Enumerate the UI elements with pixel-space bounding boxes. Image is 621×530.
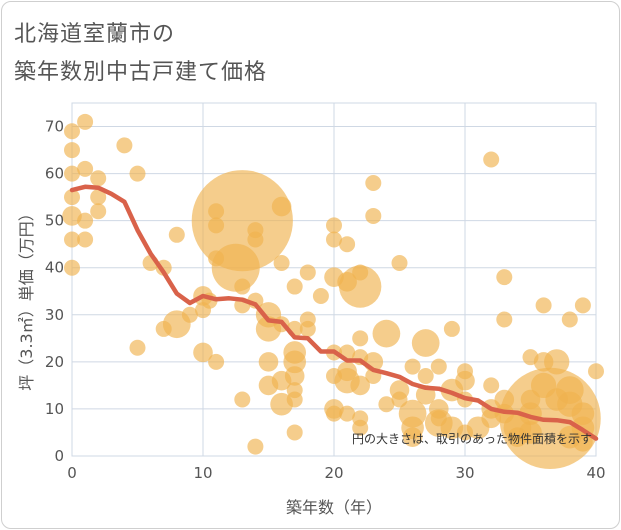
bubble-point (483, 377, 500, 394)
bubble-point (339, 405, 356, 422)
bubble-point (129, 339, 146, 356)
bubble-point (283, 350, 307, 374)
y-axis-label: 坪（3.3㎡）単価（万円） (17, 205, 36, 390)
trend-line (69, 184, 599, 441)
x-tick-label: 40 (586, 464, 605, 482)
bubble-point (208, 353, 225, 370)
bubble-point (312, 287, 329, 304)
bubble-point (64, 231, 80, 248)
bubble-point (64, 142, 80, 159)
bubble-point (326, 231, 342, 248)
bubble-point (411, 329, 440, 357)
bubble-point (299, 264, 316, 281)
bubble-point (372, 319, 401, 348)
bubble-point (339, 265, 382, 308)
bubble-point (496, 311, 513, 328)
bubble-point (64, 165, 80, 182)
y-tick-label: 0 (54, 447, 64, 465)
bubble-point (455, 370, 475, 391)
bubble-point (273, 255, 290, 272)
x-axis-label: 築年数（年） (286, 498, 382, 517)
size-note: 円の大きさは、取引のあった物件面積を示す (352, 431, 592, 446)
bubble-point (271, 196, 292, 217)
bubble-point (443, 320, 460, 337)
bubble-point (247, 438, 264, 455)
bubble-point (404, 358, 421, 375)
bubble-point (193, 342, 213, 363)
bubble-point (286, 278, 303, 295)
bubble-point (77, 160, 94, 177)
bubble-point (90, 170, 107, 187)
bubble-point (417, 367, 434, 384)
bubble-point (64, 123, 80, 140)
bubble-point (496, 269, 513, 286)
bubble-point (77, 113, 94, 130)
bubble-point (247, 231, 264, 248)
bubble-point (573, 432, 593, 452)
x-tick-label: 10 (193, 464, 212, 482)
bubble-point (234, 391, 251, 408)
bubble-point (391, 255, 408, 272)
bubble-point (352, 330, 369, 347)
bubble-point (181, 306, 198, 323)
y-tick-label: 20 (45, 353, 64, 371)
y-tick-label: 60 (45, 165, 64, 183)
y-tick-label: 30 (45, 306, 64, 324)
bubble-point (483, 151, 500, 168)
bubble-point (378, 396, 395, 413)
bubble-point (326, 217, 342, 234)
y-tick-label: 70 (45, 118, 64, 136)
bubble-point (284, 366, 305, 386)
bubble-point (168, 226, 185, 243)
bubble-point (258, 352, 279, 372)
bubble-point (64, 259, 80, 276)
bubble-point (129, 165, 146, 182)
bubble-point (326, 405, 342, 422)
bubble-point (191, 170, 293, 272)
bubble-point (535, 297, 552, 314)
bubble-point (64, 189, 80, 206)
y-tick-label: 40 (45, 259, 64, 277)
x-tick-label: 30 (455, 464, 474, 482)
bubble-point (77, 212, 94, 229)
bubble-point (90, 203, 107, 220)
bubble-point (299, 320, 316, 337)
bubble-point (116, 137, 133, 154)
bubble-point (234, 278, 251, 295)
bubble-point (544, 349, 570, 375)
bubble-point (62, 206, 82, 226)
y-tick-label: 10 (45, 400, 64, 418)
chart-title-line2: 築年数別中古戸建て価格 (14, 60, 268, 85)
bubble-point (352, 419, 369, 436)
bubble-point (588, 363, 604, 380)
bubble-point (90, 189, 107, 206)
bubble-point (574, 297, 591, 314)
bubble-point (286, 391, 303, 408)
bubble-point (365, 175, 382, 192)
bubble-point (365, 207, 382, 224)
bubble-point (402, 427, 423, 447)
chart-title-line1: 北海道室蘭市の (14, 22, 176, 47)
bubble-point (77, 231, 94, 248)
bubble-point (430, 358, 447, 375)
bubble-point (339, 236, 356, 253)
bubble-point (286, 424, 303, 441)
y-tick-label: 50 (45, 212, 64, 230)
bubble-point (350, 375, 370, 396)
bubble-point (211, 243, 260, 292)
bubble-point (561, 311, 578, 328)
x-tick-label: 20 (324, 464, 343, 482)
x-tick-label: 0 (67, 464, 77, 482)
